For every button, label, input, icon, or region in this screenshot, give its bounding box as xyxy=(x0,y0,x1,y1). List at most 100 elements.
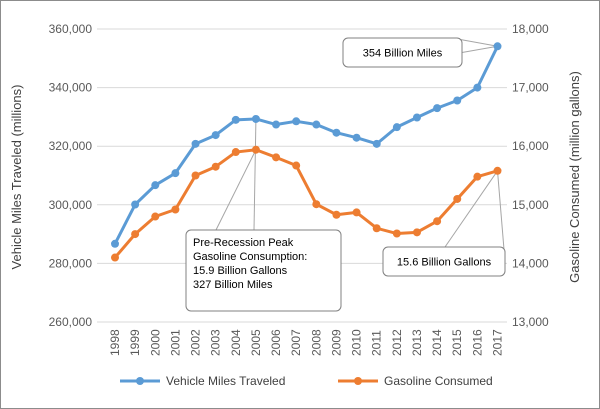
right-tick-label: 15,000 xyxy=(512,198,549,212)
right-axis-title: Gasoline Consumed (million gallons) xyxy=(567,71,582,283)
x-tick-label: 2001 xyxy=(168,329,182,356)
x-tick-label: 2011 xyxy=(370,330,384,356)
x-tick-label: 2005 xyxy=(249,329,263,356)
legend-swatch-marker xyxy=(354,377,362,385)
data-point xyxy=(211,162,220,171)
callout-text: 15.6 Billion Gallons xyxy=(397,257,492,269)
left-tick-label: 320,000 xyxy=(49,139,93,153)
x-tick-label: 2004 xyxy=(229,329,243,356)
data-point xyxy=(251,145,260,154)
callout: 15.6 Billion Gallons xyxy=(382,246,506,277)
callout-leader xyxy=(444,170,498,248)
x-tick-label: 2015 xyxy=(450,329,464,356)
data-point xyxy=(332,210,341,219)
data-point xyxy=(111,253,119,262)
callout: 354 Billion Miles xyxy=(342,37,463,68)
data-point xyxy=(312,200,321,209)
x-tick-label: 1999 xyxy=(128,329,142,356)
right-tick-label: 18,000 xyxy=(512,22,549,36)
series-layer xyxy=(111,42,502,262)
data-point xyxy=(453,194,462,203)
right-tick-label: 17,000 xyxy=(512,81,549,95)
data-point xyxy=(191,139,200,148)
data-point xyxy=(272,153,281,162)
x-tick-label: 2007 xyxy=(289,329,303,356)
x-tick-label: 2014 xyxy=(430,329,444,356)
right-tick-label: 14,000 xyxy=(512,256,549,270)
data-point xyxy=(231,115,240,124)
x-tick-label: 2017 xyxy=(491,329,505,356)
x-tick-label: 2013 xyxy=(410,329,424,356)
x-tick-label: 2002 xyxy=(189,329,203,356)
x-tick-label: 2010 xyxy=(350,329,364,356)
data-point xyxy=(292,161,301,170)
callout-box xyxy=(342,37,463,68)
x-tick-label: 2016 xyxy=(470,329,484,356)
x-tick-label: 2006 xyxy=(269,329,283,356)
data-point xyxy=(151,181,160,190)
callouts: 354 Billion Miles Pre-Recession Peak Gasol… xyxy=(185,37,506,312)
legend-label: Vehicle Miles Traveled xyxy=(166,374,285,388)
legend-swatch-marker xyxy=(136,377,144,385)
data-point xyxy=(352,133,361,142)
left-tick-label: 260,000 xyxy=(49,315,93,329)
data-point xyxy=(453,96,462,105)
callout-text: 327 Billion Miles xyxy=(193,279,273,291)
data-point xyxy=(251,114,260,123)
callout-box xyxy=(382,246,506,277)
left-tick-label: 340,000 xyxy=(49,81,93,95)
right-tick-label: 13,000 xyxy=(512,315,549,329)
data-point xyxy=(473,172,482,181)
legend: Vehicle Miles Traveled Gasoline Consumed xyxy=(120,374,493,388)
data-point xyxy=(211,131,220,140)
data-point xyxy=(332,128,341,137)
data-point xyxy=(412,228,421,237)
data-point xyxy=(433,217,442,226)
data-point xyxy=(392,229,401,238)
callout-box xyxy=(185,229,342,312)
callout-leader xyxy=(215,149,257,231)
data-point xyxy=(352,208,361,217)
data-point xyxy=(111,239,119,248)
data-point xyxy=(151,212,160,221)
x-tick-label: 1998 xyxy=(108,329,122,356)
callout-leader xyxy=(253,118,257,231)
data-point xyxy=(412,113,421,122)
data-point xyxy=(312,120,321,129)
right-tick-label: 16,000 xyxy=(512,139,549,153)
callout-leader xyxy=(497,170,506,262)
callout-text: 15.9 Billion Gallons xyxy=(193,265,288,277)
x-tick-label: 2012 xyxy=(390,329,404,356)
data-point xyxy=(292,117,301,126)
series-gasoline xyxy=(111,145,502,262)
x-axis-ticks: 1998 1999 2000 2001 2002 2003 2004 2005 2006 2007… xyxy=(108,329,505,356)
data-point xyxy=(372,139,381,148)
left-axis-ticks: 260,000 280,000 300,000 320,000 340,000 360,0… xyxy=(49,22,93,329)
data-point xyxy=(372,224,381,233)
data-point xyxy=(392,123,401,132)
data-point xyxy=(191,171,200,180)
data-point xyxy=(131,200,140,209)
callout-text: Pre-Recession Peak xyxy=(193,237,294,249)
x-tick-label: 2003 xyxy=(209,329,223,356)
left-axis-title: Vehicle Miles Traveled (millions) xyxy=(9,85,24,270)
callout-leaders xyxy=(215,37,506,262)
data-point xyxy=(473,83,482,92)
left-tick-label: 300,000 xyxy=(49,198,93,212)
left-tick-label: 280,000 xyxy=(49,256,93,270)
left-tick-label: 360,000 xyxy=(49,22,93,36)
right-axis-ticks: 13,000 14,000 15,000 16,000 17,000 18,000 xyxy=(512,22,549,329)
legend-label: Gasoline Consumed xyxy=(384,374,493,388)
x-tick-label: 2000 xyxy=(148,329,162,356)
data-point xyxy=(493,42,502,51)
data-point xyxy=(171,169,180,178)
data-point xyxy=(493,166,502,175)
callout-text: Gasoline Consumption: xyxy=(193,251,307,263)
data-point xyxy=(171,205,180,214)
callout-text: 354 Billion Miles xyxy=(363,48,443,60)
series-line xyxy=(113,45,499,245)
data-point xyxy=(433,104,442,113)
x-tick-label: 2009 xyxy=(329,329,343,356)
legend-item-vehicle-miles: Vehicle Miles Traveled xyxy=(120,374,285,388)
